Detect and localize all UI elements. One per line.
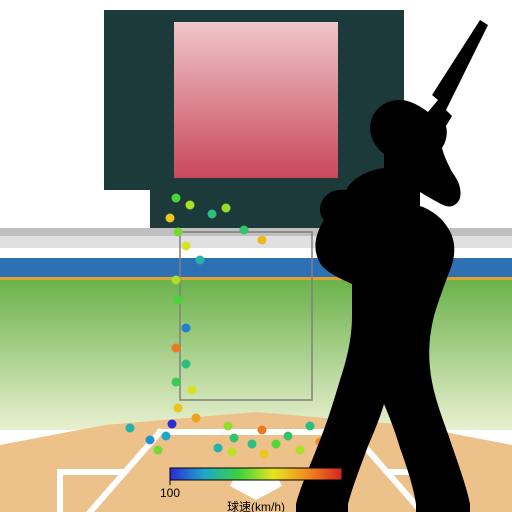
pitch-marker (296, 446, 305, 455)
pitch-marker (174, 404, 183, 413)
pitch-marker (146, 436, 155, 445)
pitch-marker (258, 426, 267, 435)
pitch-marker (174, 296, 183, 305)
pitch-marker (306, 422, 315, 431)
pitch-marker (224, 422, 233, 431)
pitch-marker (168, 420, 177, 429)
pitch-location-chart: 100 150 球速(km/h) (0, 0, 512, 512)
pitch-marker (272, 440, 281, 449)
pitch-marker (172, 194, 181, 203)
pitch-marker (228, 448, 237, 457)
legend-tick-label: 150 (303, 486, 323, 500)
pitch-marker (196, 256, 205, 265)
pitch-marker (182, 324, 191, 333)
pitch-marker (284, 432, 293, 441)
pitch-marker (214, 444, 223, 453)
legend-label: 球速(km/h) (227, 500, 285, 512)
pitch-marker (126, 424, 135, 433)
scoreboard-screen (174, 22, 338, 178)
pitch-marker (172, 344, 181, 353)
pitch-marker (172, 378, 181, 387)
pitch-marker (222, 204, 231, 213)
pitch-marker (174, 228, 183, 237)
pitch-marker (154, 446, 163, 455)
pitch-marker (260, 450, 269, 459)
legend-tick-label: 100 (160, 486, 180, 500)
pitch-marker (182, 360, 191, 369)
pitch-marker (248, 440, 257, 449)
pitch-marker (208, 210, 217, 219)
pitch-marker (166, 214, 175, 223)
pitch-marker (230, 434, 239, 443)
pitch-marker (186, 201, 195, 210)
pitch-marker (162, 432, 171, 441)
pitch-marker (182, 242, 191, 251)
pitch-marker (172, 276, 181, 285)
pitch-marker (192, 414, 201, 423)
pitch-marker (258, 236, 267, 245)
color-legend-bar (170, 468, 342, 480)
pitch-marker (240, 226, 249, 235)
pitch-marker (188, 386, 197, 395)
